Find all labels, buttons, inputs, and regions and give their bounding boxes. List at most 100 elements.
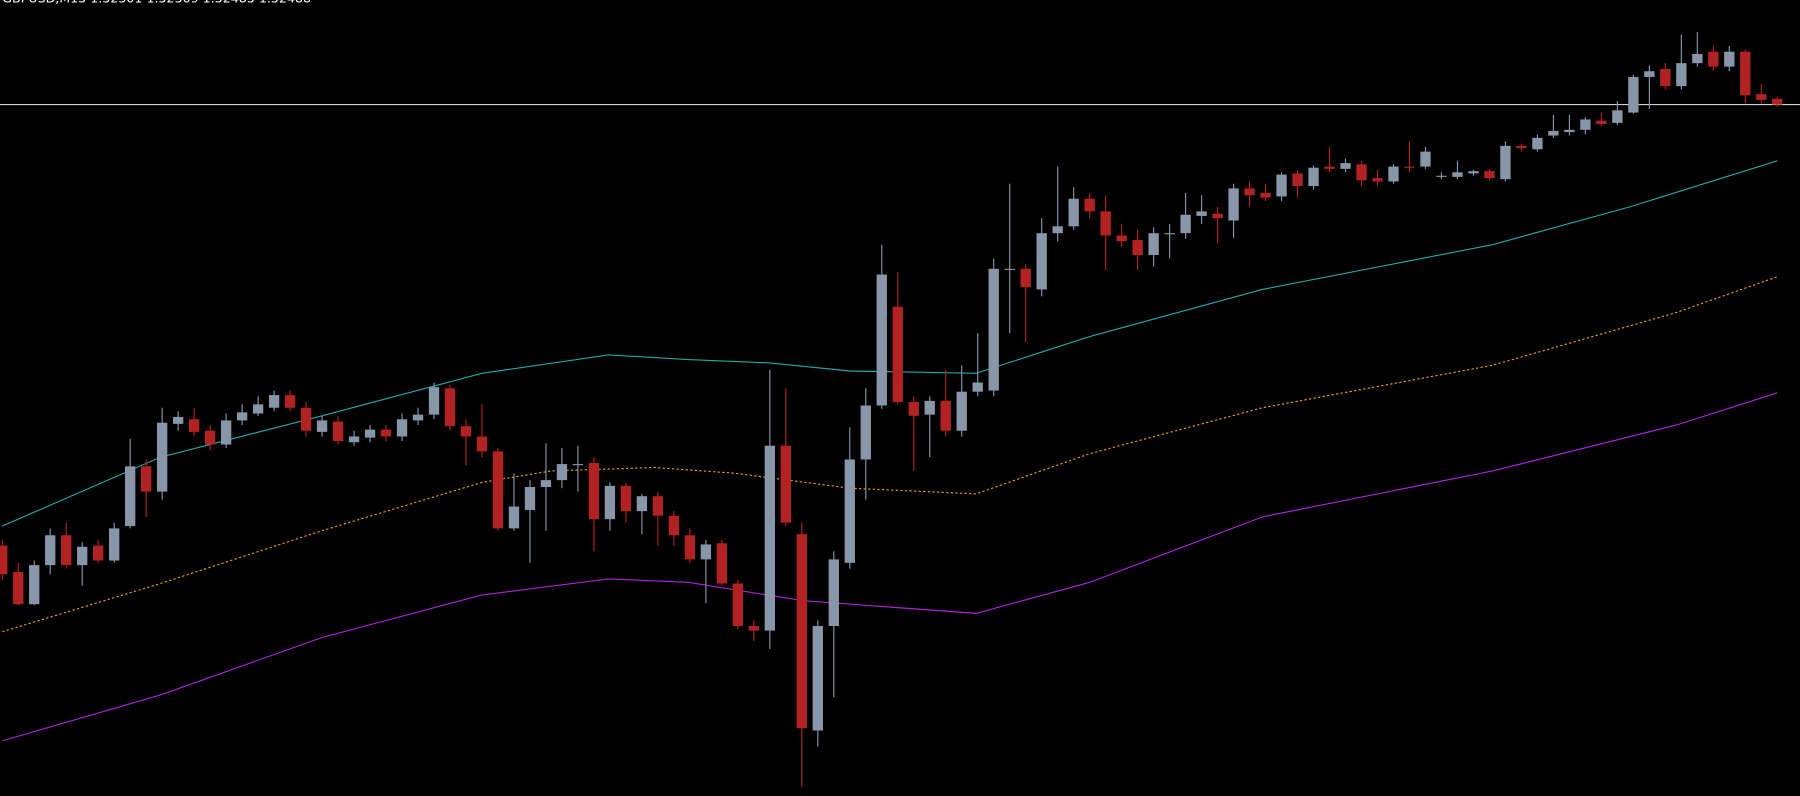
candle-body: [1260, 192, 1271, 198]
candle-body: [1420, 151, 1431, 167]
candle-body: [268, 395, 280, 408]
candle-body: [1148, 233, 1159, 255]
candle-body: [924, 400, 935, 415]
candle-body: [396, 419, 408, 437]
candle-body: [892, 306, 903, 403]
candle-body: [1372, 178, 1383, 182]
candle-body: [1308, 167, 1319, 187]
candle-body: [1772, 98, 1783, 105]
candle-body: [1052, 226, 1063, 234]
candle-body: [1228, 188, 1239, 221]
candle-body: [1244, 188, 1255, 196]
candle-body: [684, 535, 696, 560]
candle-body: [524, 487, 536, 510]
candle-body: [29, 565, 40, 605]
candle-body: [1644, 71, 1655, 77]
candle-body: [1532, 137, 1543, 150]
candle-body: [1196, 211, 1207, 216]
candle-body: [748, 626, 760, 631]
candle-body: [1468, 171, 1479, 174]
candle-body: [1164, 233, 1175, 235]
candle-body: [636, 496, 648, 512]
candle-body: [508, 506, 520, 529]
candle-body: [236, 412, 248, 421]
candle-body: [1404, 166, 1415, 168]
candle-body: [844, 459, 855, 563]
candle-body: [204, 430, 216, 445]
candle-body: [972, 382, 983, 392]
candle-body: [316, 420, 328, 432]
candle-body: [700, 544, 712, 560]
candle-body: [220, 420, 232, 445]
candle-body: [876, 274, 887, 406]
candle-body: [332, 421, 344, 442]
candle-body: [380, 429, 392, 437]
candle-body: [1740, 51, 1751, 96]
candle-body: [1068, 198, 1079, 227]
candle-body: [1628, 76, 1639, 113]
candle-body: [300, 407, 312, 431]
candle-body: [572, 464, 584, 466]
candle-body: [45, 535, 56, 566]
candle-body: [476, 436, 488, 452]
candle-body: [1356, 164, 1367, 181]
candle-body: [93, 545, 104, 561]
candle-body: [1692, 53, 1703, 64]
candle-body: [1596, 120, 1607, 125]
candle-body: [1276, 174, 1287, 197]
candle-body: [1388, 166, 1399, 182]
candle-body: [284, 395, 296, 408]
candle-body: [109, 528, 120, 561]
candle-body: [1580, 119, 1591, 130]
candle-body: [1212, 213, 1223, 219]
candle-body: [988, 268, 999, 391]
candle-body: [796, 534, 807, 729]
candle-body: [956, 391, 967, 431]
candle-body: [1020, 268, 1031, 288]
candle-body: [1116, 235, 1127, 242]
candle-body: [620, 485, 632, 512]
candle-body: [1100, 211, 1111, 236]
candle-body: [1708, 51, 1719, 67]
candle-body: [1756, 94, 1767, 100]
candle-body: [652, 496, 664, 516]
candle-body: [364, 429, 376, 438]
candle-body: [1036, 233, 1047, 290]
candle-body: [1548, 130, 1559, 136]
chart-title: GBPUSD,M15 1.52501 1.52509 1.52485 1.524…: [2, 0, 311, 5]
candle-body: [492, 451, 504, 529]
candle-body: [1724, 51, 1735, 67]
candle-body: [1324, 166, 1335, 169]
candle-body: [1180, 214, 1191, 234]
candle-body: [156, 422, 168, 492]
candle-body: [716, 543, 728, 584]
candle-body: [1452, 172, 1463, 177]
candle-body: [604, 485, 616, 520]
candle-body: [1500, 145, 1511, 180]
candle-body: [460, 426, 472, 437]
candle-body: [1084, 198, 1095, 212]
candle-body: [77, 546, 88, 566]
candle-body: [172, 416, 184, 424]
candle-body: [13, 572, 24, 605]
candle-body: [188, 419, 200, 432]
candle-body: [1612, 110, 1623, 123]
candle-body: [780, 445, 791, 523]
candle-body: [252, 404, 264, 414]
candle-body: [412, 414, 424, 421]
candle-body: [1004, 268, 1015, 270]
candle-body: [444, 388, 456, 427]
candle-body: [61, 535, 72, 566]
candle-body: [764, 445, 775, 631]
candle-body: [1564, 129, 1575, 133]
candle-body: [1660, 68, 1671, 87]
candle-body: [1340, 163, 1351, 169]
candle-body: [1516, 145, 1527, 149]
candle-body: [860, 405, 871, 460]
candle-body: [812, 626, 823, 731]
candle-body: [1676, 63, 1687, 87]
candle-body: [828, 559, 839, 627]
candle-body: [1132, 240, 1143, 255]
candle-body: [588, 462, 600, 520]
